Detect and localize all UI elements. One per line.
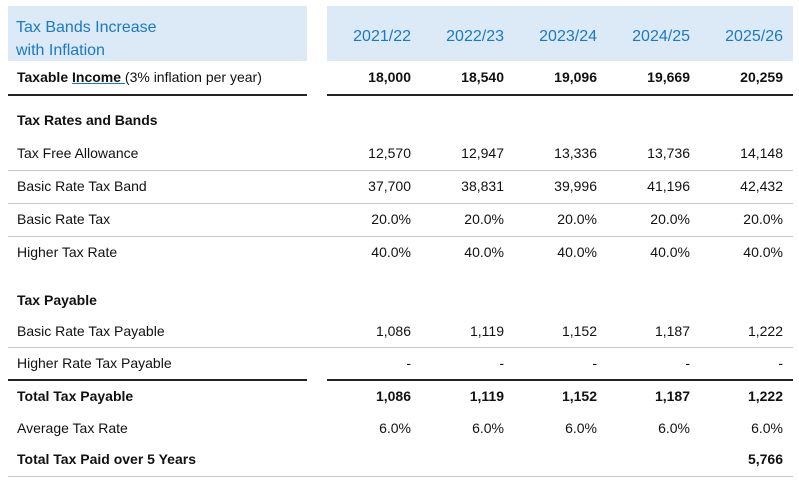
row-label: Higher Tax Rate (17, 244, 118, 260)
table-row: Basic Rate Tax Band 37,700 38,831 39,996… (8, 170, 793, 202)
cell-value: 13,336 (554, 145, 597, 161)
cell-value: 1,086 (375, 323, 411, 339)
divider (327, 379, 793, 381)
cell-value: 6.0% (379, 420, 411, 436)
row-label: Tax Free Allowance (17, 145, 139, 161)
total-row: Total Tax Payable 1,086 1,119 1,152 1,18… (8, 380, 793, 412)
table-row: Higher Tax Rate 40.0% 40.0% 40.0% 40.0% … (8, 236, 793, 268)
taxable-label-main: Taxable (17, 69, 72, 85)
taxable-income-label: Taxable Income (3% inflation per year) (17, 61, 262, 93)
divider (327, 94, 793, 96)
cell-value: 1,222 (747, 323, 783, 339)
table-row: Tax Free Allowance 12,570 12,947 13,336 … (8, 137, 793, 169)
row-label: Basic Rate Tax (17, 211, 111, 227)
divider (8, 94, 307, 96)
cell-value: 20.0% (464, 211, 504, 227)
divider (8, 203, 793, 204)
taxable-income-row: Taxable Income (3% inflation per year) 1… (8, 61, 793, 93)
five-year-row: Total Tax Paid over 5 Years 5,766 (8, 443, 793, 475)
year-header: 2022/23 (446, 28, 504, 45)
cell-value: 1,187 (654, 323, 690, 339)
section-payable-row: Tax Payable (8, 284, 793, 316)
row-label: Total Tax Payable (17, 388, 134, 404)
table-row: Basic Rate Tax Payable 1,086 1,119 1,152… (8, 315, 793, 347)
five-year-total: 5,766 (747, 451, 783, 467)
cell-value: - (592, 355, 597, 371)
total-value: 1,187 (654, 388, 690, 404)
income-link[interactable]: Income (72, 69, 125, 85)
total-value: 1,086 (375, 388, 411, 404)
total-value: 1,119 (469, 388, 504, 404)
divider (8, 347, 793, 348)
cell-value: 20.0% (650, 211, 690, 227)
cell-value: 20.0% (557, 211, 597, 227)
divider (8, 170, 793, 171)
row-label: Basic Rate Tax Band (17, 178, 147, 194)
header-years-cell: 2021/22 2022/23 2023/24 2024/25 2025/26 (327, 6, 793, 61)
cell-value: 1,119 (470, 323, 504, 339)
row-label: Total Tax Paid over 5 Years (17, 451, 196, 467)
section-heading-rates: Tax Rates and Bands (17, 112, 158, 128)
divider (8, 236, 793, 237)
header-title-cell: Tax Bands Increase with Inflation (8, 6, 307, 61)
table-title-line2: with Inflation (16, 42, 105, 59)
cell-value: - (406, 355, 411, 371)
cell-value: - (778, 355, 783, 371)
taxable-income-value: 18,540 (461, 69, 504, 85)
cell-value: 12,570 (368, 145, 411, 161)
cell-value: 14,148 (740, 145, 783, 161)
cell-value: 12,947 (461, 145, 504, 161)
cell-value: - (499, 355, 504, 371)
inflation-note: (3% inflation per year) (124, 69, 262, 85)
cell-value: 6.0% (565, 420, 597, 436)
divider (8, 379, 307, 381)
average-row: Average Tax Rate 6.0% 6.0% 6.0% 6.0% 6.0… (8, 412, 793, 444)
year-header: 2025/26 (725, 28, 783, 45)
cell-value: 6.0% (658, 420, 690, 436)
cell-value: 40.0% (743, 244, 783, 260)
cell-value: 39,996 (554, 178, 597, 194)
cell-value: 40.0% (557, 244, 597, 260)
row-label: Average Tax Rate (17, 420, 128, 436)
table-title: Tax Bands Increase with Inflation (16, 16, 196, 62)
year-header: 2023/24 (539, 28, 597, 45)
year-header: 2021/22 (353, 28, 411, 45)
cell-value: 6.0% (751, 420, 783, 436)
taxable-income-value: 20,259 (740, 69, 783, 85)
table-row: Basic Rate Tax 20.0% 20.0% 20.0% 20.0% 2… (8, 203, 793, 235)
cell-value: 42,432 (740, 178, 783, 194)
section-rates-row: Tax Rates and Bands (8, 104, 793, 136)
cell-value: 6.0% (472, 420, 504, 436)
cell-value: 13,736 (647, 145, 690, 161)
cell-value: 38,831 (461, 178, 504, 194)
total-value: 1,222 (747, 388, 783, 404)
taxable-income-value: 19,096 (554, 69, 597, 85)
cell-value: 20.0% (743, 211, 783, 227)
section-heading-payable: Tax Payable (17, 292, 97, 308)
table-title-line1: Tax Bands Increase (16, 19, 157, 36)
cell-value: 37,700 (368, 178, 411, 194)
cell-value: 40.0% (464, 244, 504, 260)
year-header: 2024/25 (632, 28, 690, 45)
row-label: Basic Rate Tax Payable (17, 323, 165, 339)
taxable-income-value: 19,669 (647, 69, 690, 85)
cell-value: 40.0% (371, 244, 411, 260)
cell-value: 1,152 (561, 323, 597, 339)
divider (8, 476, 793, 477)
row-label: Higher Rate Tax Payable (17, 355, 172, 371)
cell-value: 41,196 (647, 178, 690, 194)
total-value: 1,152 (561, 388, 597, 404)
taxable-income-value: 18,000 (368, 69, 411, 85)
table-row: Higher Rate Tax Payable - - - - - (8, 347, 793, 379)
cell-value: - (685, 355, 690, 371)
cell-value: 40.0% (650, 244, 690, 260)
cell-value: 20.0% (371, 211, 411, 227)
